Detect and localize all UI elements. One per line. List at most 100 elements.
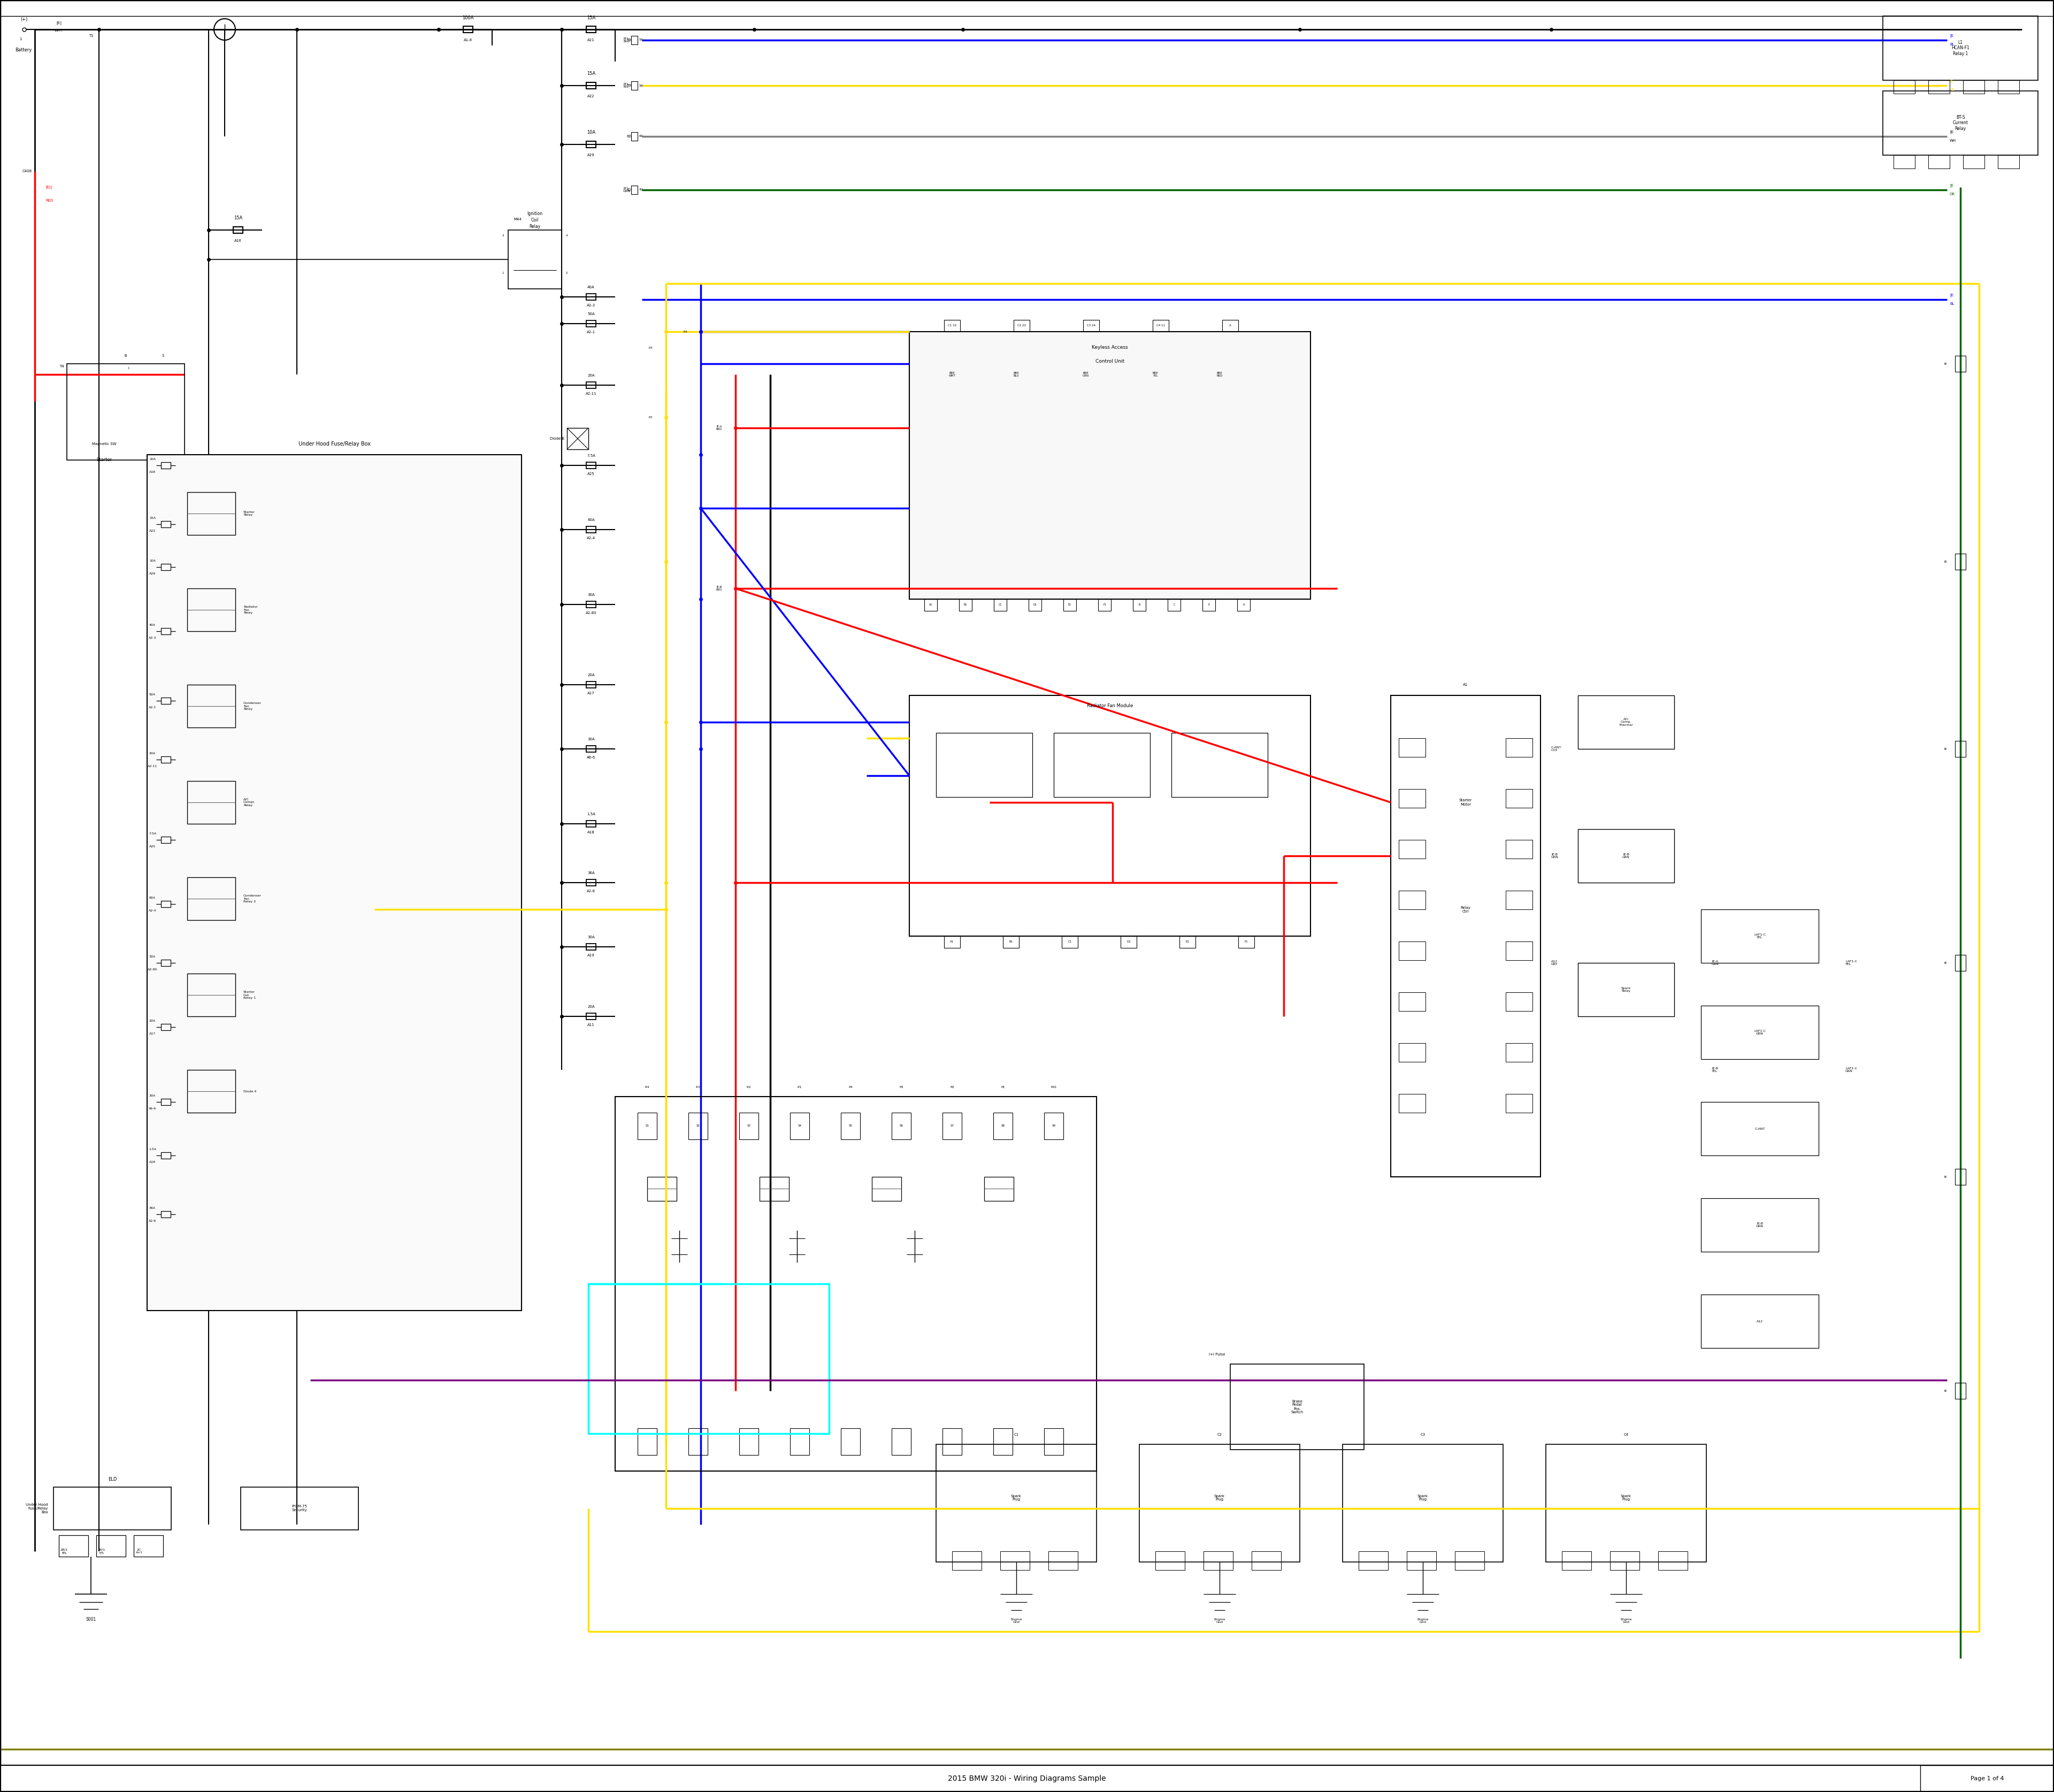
Text: [E: [E <box>1949 34 1953 38</box>
Text: A2-11: A2-11 <box>585 392 596 396</box>
Text: 20A: 20A <box>587 1005 596 1009</box>
Bar <box>1399 941 1425 961</box>
Text: P.3: P.3 <box>649 416 653 419</box>
Bar <box>994 599 1006 611</box>
Text: A25: A25 <box>150 844 156 848</box>
Text: S7: S7 <box>951 1125 953 1127</box>
Bar <box>959 599 972 611</box>
Bar <box>187 781 236 824</box>
Text: YE: YE <box>1949 88 1953 91</box>
Text: A1: A1 <box>1462 683 1469 686</box>
Bar <box>943 1113 961 1140</box>
Bar <box>1955 1383 1966 1400</box>
Text: 30A: 30A <box>150 955 156 957</box>
Text: A25: A25 <box>587 473 596 475</box>
Text: A12: A12 <box>1756 1321 1762 1322</box>
Text: A6-6: A6-6 <box>587 756 596 760</box>
Text: P.2: P.2 <box>746 1086 752 1088</box>
Text: [E: [E <box>1949 131 1953 134</box>
Text: 60A: 60A <box>150 896 156 900</box>
Text: D1: D1 <box>1033 604 1037 606</box>
Text: E1: E1 <box>1068 604 1072 606</box>
Bar <box>910 332 1310 599</box>
Text: 20A: 20A <box>587 674 596 677</box>
Text: P3: P3 <box>900 1086 904 1088</box>
Bar <box>585 462 596 468</box>
Text: A19: A19 <box>587 953 596 957</box>
Text: 30A: 30A <box>587 738 596 740</box>
Text: I+I Pulse: I+I Pulse <box>1208 1353 1224 1357</box>
Text: GR: GR <box>1949 192 1955 195</box>
Text: A29: A29 <box>150 572 156 575</box>
Text: A11: A11 <box>587 1023 596 1027</box>
Text: LAF1-C
YEL: LAF1-C YEL <box>1844 961 1857 966</box>
Text: IE-A
GRN: IE-A GRN <box>1711 961 1719 966</box>
Bar <box>234 228 242 233</box>
Text: D1: D1 <box>1126 941 1130 943</box>
Bar <box>1054 733 1150 797</box>
Text: Condenser
Fan
Relay 2: Condenser Fan Relay 2 <box>242 894 261 903</box>
Bar <box>1955 554 1966 570</box>
Text: Engine
Gnd: Engine Gnd <box>1621 1618 1631 1624</box>
Text: L1
HCAN-F1
Relay 1: L1 HCAN-F1 Relay 1 <box>1951 39 1970 56</box>
Bar <box>1154 1552 1185 1570</box>
Text: A21: A21 <box>587 38 596 41</box>
Bar <box>631 81 637 90</box>
Text: S5: S5 <box>848 1125 852 1127</box>
Text: F1: F1 <box>1103 604 1107 606</box>
Text: C3: C3 <box>1421 1434 1425 1435</box>
Bar <box>1964 81 1984 93</box>
Text: Engine
Gnd: Engine Gnd <box>1417 1618 1430 1624</box>
Text: [E: [E <box>1949 185 1953 188</box>
Text: Starter: Starter <box>97 457 113 462</box>
Bar <box>891 1428 910 1455</box>
Text: [E: [E <box>1949 79 1953 82</box>
Bar <box>1237 599 1251 611</box>
Bar <box>1701 1005 1818 1059</box>
Text: C4 11: C4 11 <box>1156 324 1165 328</box>
Text: WHT: WHT <box>55 29 64 32</box>
Text: S1: S1 <box>645 1125 649 1127</box>
Bar <box>97 1536 125 1557</box>
Text: IE: IE <box>1943 1389 1947 1392</box>
Bar <box>187 973 236 1016</box>
Text: Coil: Coil <box>532 219 538 222</box>
Bar <box>585 294 596 299</box>
Bar <box>1701 1102 1818 1156</box>
Text: A1: A1 <box>951 941 953 943</box>
Text: 30A: 30A <box>587 935 596 939</box>
Text: S: S <box>162 355 164 357</box>
Text: IE-A
RED: IE-A RED <box>717 425 723 430</box>
Text: P.1: P.1 <box>797 1086 801 1088</box>
Bar <box>631 133 637 142</box>
Bar <box>1701 1294 1818 1348</box>
Text: 59: 59 <box>639 84 643 88</box>
Bar <box>1999 81 2019 93</box>
Text: 2B/1
Y/S: 2B/1 Y/S <box>99 1548 105 1554</box>
Text: S001: S001 <box>86 1618 97 1622</box>
Text: 42: 42 <box>639 188 643 192</box>
Bar <box>464 27 472 32</box>
Bar <box>240 1487 357 1530</box>
Text: Relay
Ctrl: Relay Ctrl <box>1460 907 1471 912</box>
Text: S2: S2 <box>696 1125 700 1127</box>
Text: A18: A18 <box>587 831 596 833</box>
Bar <box>187 685 236 728</box>
Text: A16: A16 <box>234 238 242 242</box>
Text: P2: P2 <box>951 1086 955 1088</box>
Text: IE: IE <box>1943 362 1947 366</box>
Bar <box>160 697 170 704</box>
Bar <box>688 1428 709 1455</box>
Text: IE: IE <box>1943 561 1947 563</box>
Text: 15A: 15A <box>150 516 156 520</box>
Bar <box>984 1177 1013 1201</box>
Bar <box>1399 738 1425 756</box>
Text: Radiator
Fan
Relay: Radiator Fan Relay <box>242 606 257 615</box>
Bar <box>160 1098 170 1106</box>
Bar <box>1013 321 1029 332</box>
Bar <box>1577 830 1674 883</box>
Bar <box>0 1765 2054 1792</box>
Text: P.4: P.4 <box>684 330 688 333</box>
Bar <box>1561 1552 1592 1570</box>
Bar <box>688 1113 709 1140</box>
